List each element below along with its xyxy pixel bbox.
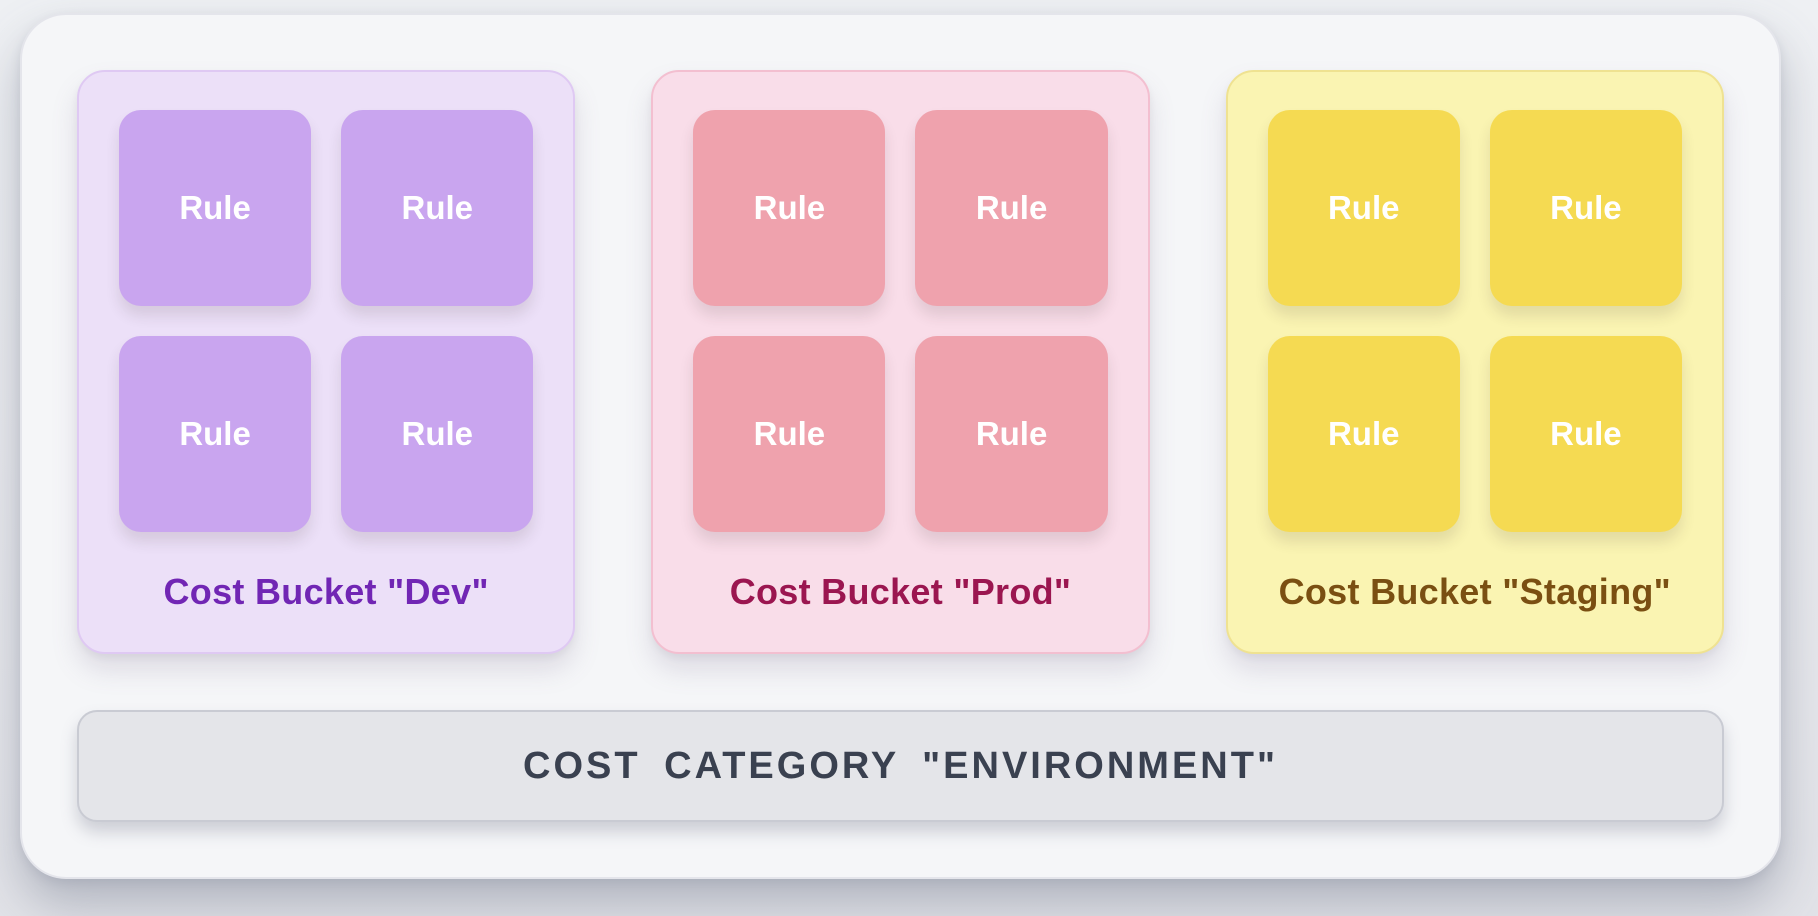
rule-tile: Rule [915,110,1108,306]
rule-label: Rule [753,189,826,226]
rule-label: Rule [179,415,251,452]
rule-tile: Rule [693,110,886,306]
rule-tile: Rule [341,110,534,306]
rule-tile: Rule [915,336,1108,532]
rule-label: Rule [1327,415,1400,452]
rule-grid: Rule Rule Rule Rule [1267,110,1682,532]
cost-bucket: Rule Rule Rule Rule Cost Bucket "Prod" [651,70,1150,654]
rule-tile: Rule [341,336,534,532]
rule-label: Rule [753,415,826,452]
rule-grid: Rule Rule Rule Rule [119,110,534,532]
cost-bucket: Rule Rule Rule Rule Cost Bucket "Dev" [77,70,576,654]
rule-label: Rule [401,415,473,452]
cost-category-label: COST CATEGORY "ENVIRONMENT" [523,744,1278,787]
rule-label: Rule [1550,189,1622,226]
bucket-title: Cost Bucket "Dev" [163,571,489,612]
cost-bucket: Rule Rule Rule Rule Cost Bucket "Staging… [1225,70,1724,654]
rule-tile: Rule [1267,336,1460,532]
rule-tile: Rule [1267,110,1460,306]
rule-tile: Rule [119,336,312,532]
rule-tile: Rule [693,336,886,532]
rule-label: Rule [975,415,1048,452]
rule-tile: Rule [1489,336,1682,532]
rule-grid: Rule Rule Rule Rule [693,110,1108,532]
bucket-row: Rule Rule Rule Rule Cost Bucket "Dev" Ru… [77,70,1724,654]
rule-label: Rule [975,189,1048,226]
rule-tile: Rule [1489,110,1682,306]
bucket-title: Cost Bucket "Staging" [1278,571,1672,612]
rule-label: Rule [1550,415,1622,452]
rule-tile: Rule [119,110,312,306]
rule-label: Rule [179,189,251,226]
rule-label: Rule [401,189,473,226]
rule-label: Rule [1327,189,1400,226]
bucket-title: Cost Bucket "Prod" [729,571,1072,612]
cost-category-bar: COST CATEGORY "ENVIRONMENT" [77,710,1724,822]
diagram-panel: Rule Rule Rule Rule Cost Bucket "Dev" Ru… [20,13,1781,879]
